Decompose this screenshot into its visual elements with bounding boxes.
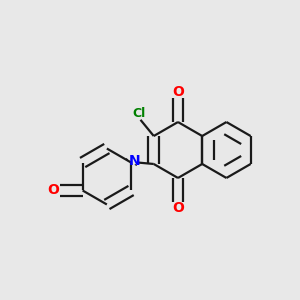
Text: O: O: [48, 184, 59, 197]
Text: O: O: [172, 85, 184, 99]
Text: Cl: Cl: [132, 107, 146, 120]
Text: N: N: [129, 154, 140, 168]
Text: O: O: [172, 201, 184, 215]
